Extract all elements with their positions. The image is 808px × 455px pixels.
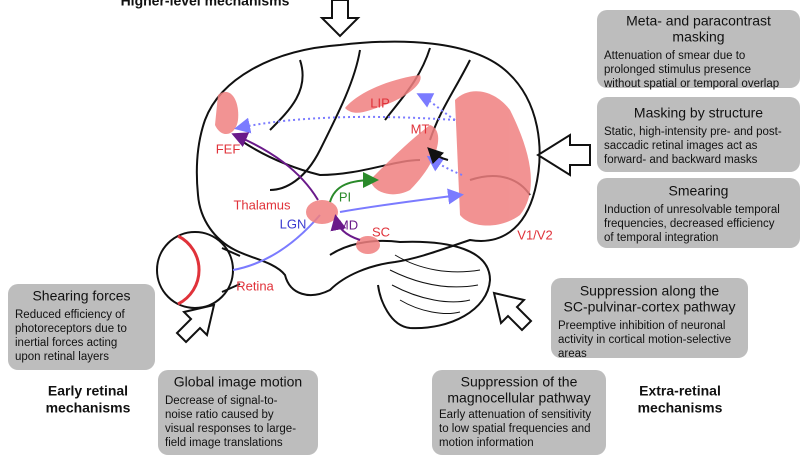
- box-description: to low spatial frequencies and: [439, 423, 591, 435]
- group-label: Visual mechanisms: [633, 0, 763, 3]
- box-title: Suppression of the: [461, 374, 578, 390]
- box: [597, 10, 800, 88]
- box-description: of temporal integration: [604, 232, 718, 244]
- pathways: [231, 93, 464, 241]
- box-description: forward- and backward masks: [604, 154, 758, 166]
- box: [8, 284, 155, 370]
- brain: [156, 40, 541, 330]
- box-description: photoreceptors due to: [15, 323, 127, 335]
- area-label: Thalamus: [233, 197, 291, 212]
- box: [432, 370, 606, 455]
- box-description: field image translations: [165, 437, 283, 449]
- box-description: noise ratio caused by: [165, 409, 274, 421]
- box-description: frequencies, decreased efficiency: [604, 218, 775, 230]
- box-description: Induction of unresolvable temporal: [604, 204, 780, 216]
- box-description: activity in cortical motion-selective: [558, 334, 731, 346]
- box-title: Suppression along the: [580, 283, 720, 299]
- group-label: mechanisms: [46, 400, 131, 416]
- labels: Higher-level mechanisms Visual mechanisms…: [46, 0, 763, 416]
- box-description: motion information: [439, 437, 534, 449]
- area-label: FEF: [216, 141, 241, 156]
- box-title: SC-pulvinar-cortex pathway: [564, 299, 736, 315]
- group-label: Higher-level mechanisms: [121, 0, 290, 9]
- box-description: without spatial or temporal overlap: [603, 78, 779, 90]
- area-label: MT: [411, 121, 430, 136]
- box: [597, 97, 800, 172]
- open-arrows: [175, 0, 591, 344]
- area-label: V1/V2: [517, 227, 552, 242]
- box-description: visual responses to large-: [165, 423, 296, 435]
- area-label: MD: [338, 217, 358, 232]
- box-title: Smearing: [669, 183, 729, 199]
- box: [158, 370, 318, 455]
- group-label: Early retinal: [48, 383, 128, 399]
- area-label: SC: [372, 224, 390, 239]
- box-title: magnocellular pathway: [447, 390, 590, 406]
- box-description: Static, high-intensity pre- and post-: [604, 126, 782, 138]
- box-description: Reduced efficiency of: [15, 309, 126, 321]
- box-description: Attenuation of smear due to: [604, 50, 745, 62]
- box-title: Shearing forces: [32, 288, 130, 304]
- area-label: Retina: [236, 278, 274, 293]
- box-title: Masking by structure: [634, 105, 763, 121]
- box-description: upon retinal layers: [15, 351, 109, 363]
- box-description: Early attenuation of sensitivity: [439, 409, 591, 421]
- group-label: Extra-retinal: [639, 383, 721, 399]
- group-label: mechanisms: [638, 400, 723, 416]
- area-label: LGN: [280, 216, 307, 231]
- box: [597, 178, 800, 248]
- area-label: PI: [339, 189, 351, 204]
- box-description: Decrease of signal-to-: [165, 395, 278, 407]
- box-description: saccadic retinal images act as: [604, 140, 758, 152]
- box-title: masking: [672, 29, 724, 45]
- area-label: LIP: [370, 95, 390, 110]
- box-description: Preemptive inhibition of neuronal: [558, 320, 726, 332]
- box-description: areas: [558, 348, 587, 360]
- box-description: inertial forces acting: [15, 337, 117, 349]
- cortical-areas: [215, 75, 531, 254]
- box-title: Global image motion: [174, 374, 302, 390]
- box-title: Meta- and paracontrast: [626, 13, 771, 29]
- box-description: prolonged stimulus presence: [604, 64, 751, 76]
- box: [551, 278, 748, 358]
